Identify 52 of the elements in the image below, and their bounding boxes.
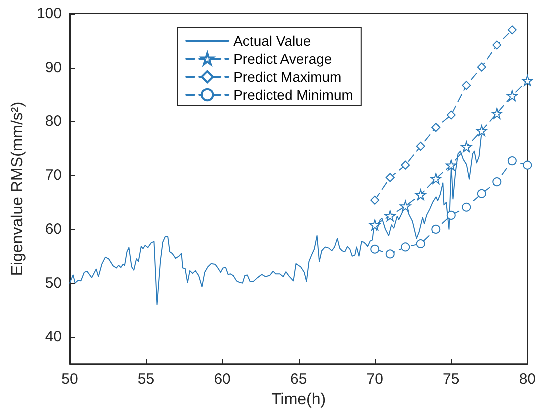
point (508, 156, 517, 166)
point (401, 160, 410, 170)
point (446, 110, 456, 120)
point (416, 239, 426, 248)
legend-label: Predict Average (234, 51, 332, 67)
point (400, 200, 412, 212)
point (415, 189, 426, 200)
x-tick-label: 75 (443, 371, 460, 388)
point (462, 202, 472, 212)
point (370, 220, 381, 231)
point (476, 125, 488, 136)
point (432, 123, 441, 132)
point (446, 210, 456, 220)
point (492, 40, 502, 50)
point (384, 210, 396, 222)
y-tick-label: 40 (45, 328, 62, 346)
x-tick-label: 65 (290, 371, 308, 388)
point (370, 196, 380, 205)
point (461, 142, 472, 153)
legend-label: Predict Maximum (234, 69, 342, 85)
point (416, 142, 426, 151)
x-tick-label: 70 (366, 371, 384, 388)
x-tick-label: 60 (214, 371, 231, 388)
point (386, 173, 395, 182)
point (492, 108, 503, 120)
point (477, 62, 486, 72)
point (432, 224, 441, 234)
x-tick-label: 80 (519, 371, 536, 388)
y-tick-label: 70 (45, 167, 62, 184)
y-tick-label: 50 (45, 274, 62, 292)
x-tick-label: 50 (62, 371, 78, 388)
point (386, 250, 395, 259)
y-axis-title: Eigenvalue RMS(mm/s²) (10, 102, 27, 276)
point (370, 244, 380, 254)
point (492, 178, 502, 187)
y-tick-label: 90 (45, 59, 62, 76)
point (506, 90, 518, 102)
y-tick-label: 60 (45, 220, 62, 238)
point (522, 75, 534, 86)
point (508, 26, 517, 35)
x-tick-label: 55 (138, 371, 155, 388)
legend-label: Actual Value (234, 33, 312, 49)
point (401, 242, 410, 252)
point (477, 189, 486, 198)
x-axis-title: Time(h) (272, 392, 326, 408)
y-tick-label: 80 (45, 113, 62, 130)
point (430, 173, 442, 184)
point (523, 160, 532, 170)
point (446, 160, 457, 171)
legend-label: Predicted Minimum (234, 87, 354, 103)
y-tick-label: 100 (36, 6, 62, 22)
point (462, 81, 472, 90)
